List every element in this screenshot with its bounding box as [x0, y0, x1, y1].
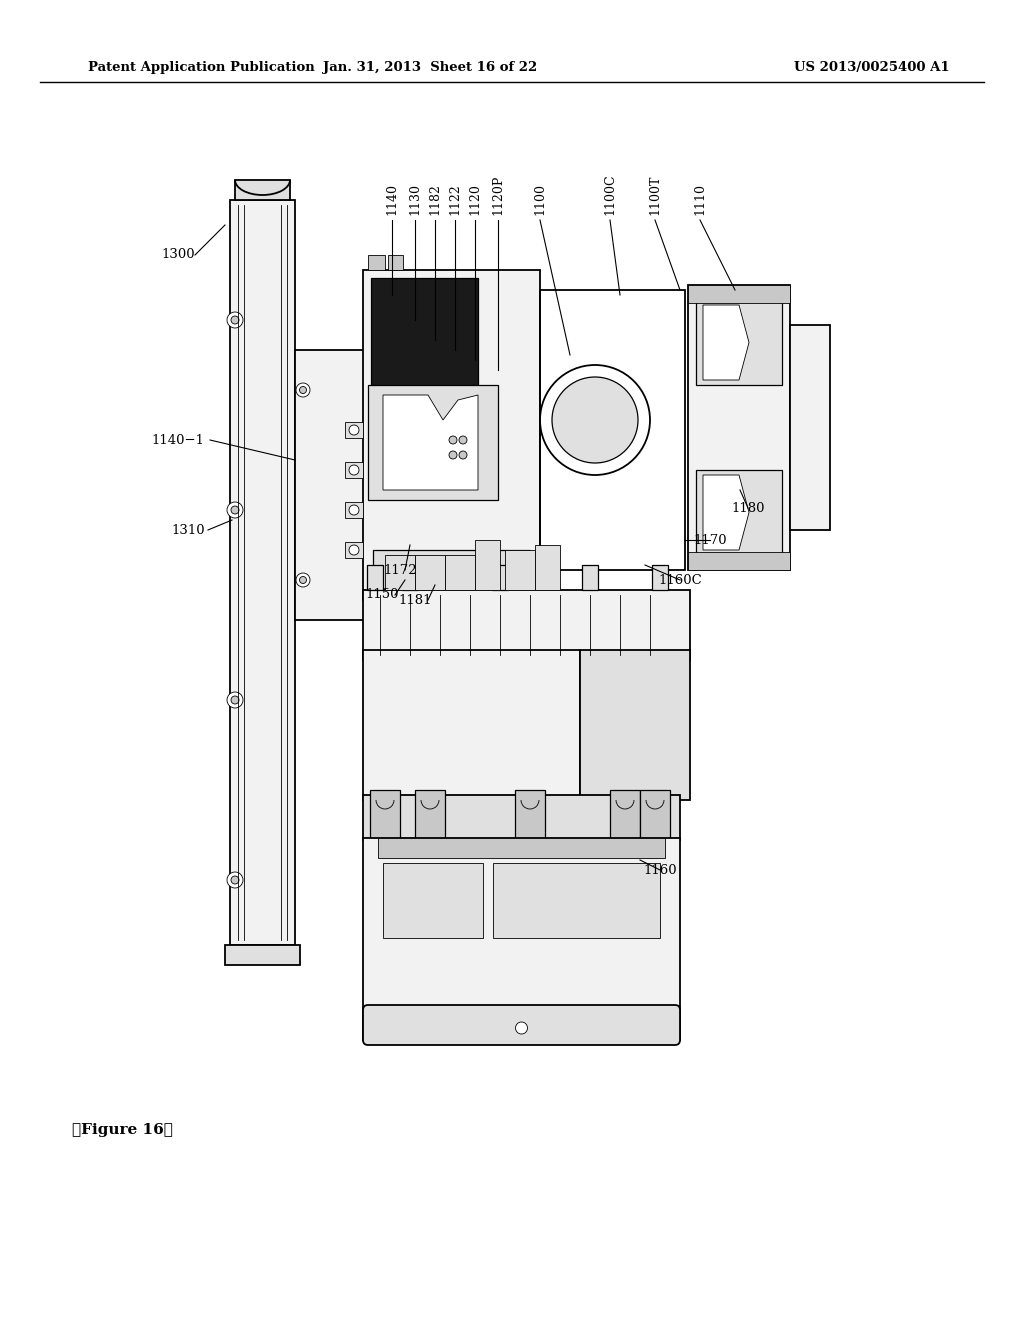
Bar: [535, 545, 560, 590]
Text: 1150: 1150: [366, 589, 398, 602]
Bar: [370, 789, 400, 845]
Bar: [610, 789, 640, 845]
Bar: [790, 325, 830, 531]
Text: 1140−1: 1140−1: [152, 433, 205, 446]
Circle shape: [349, 465, 359, 475]
Bar: [415, 789, 445, 845]
Text: 1182: 1182: [428, 183, 441, 215]
FancyBboxPatch shape: [362, 1005, 680, 1045]
Text: 1160C: 1160C: [658, 573, 701, 586]
Bar: [582, 565, 598, 590]
Bar: [493, 863, 660, 939]
Bar: [696, 470, 782, 554]
Polygon shape: [703, 475, 749, 550]
Bar: [540, 290, 685, 570]
Circle shape: [231, 696, 239, 704]
Text: 1120P: 1120P: [492, 174, 505, 215]
Circle shape: [540, 366, 650, 475]
Bar: [371, 279, 478, 389]
Bar: [492, 565, 508, 590]
Bar: [515, 789, 545, 845]
Bar: [368, 255, 385, 271]
Bar: [505, 550, 535, 590]
Bar: [688, 285, 790, 570]
Text: 1160: 1160: [643, 863, 677, 876]
Circle shape: [349, 506, 359, 515]
Circle shape: [231, 506, 239, 513]
Text: 1100: 1100: [534, 183, 547, 215]
Text: 1310: 1310: [171, 524, 205, 536]
Bar: [688, 552, 790, 570]
Circle shape: [299, 577, 306, 583]
Circle shape: [296, 383, 310, 397]
Bar: [445, 554, 475, 590]
Text: 1110: 1110: [693, 183, 707, 215]
Bar: [640, 789, 670, 845]
Text: 「Figure 16」: 「Figure 16」: [72, 1123, 173, 1137]
Text: 1172: 1172: [383, 564, 417, 577]
Bar: [580, 649, 690, 800]
Polygon shape: [703, 305, 749, 380]
Text: 1300: 1300: [161, 248, 195, 261]
Bar: [362, 590, 690, 660]
Bar: [378, 838, 665, 858]
Text: Jan. 31, 2013  Sheet 16 of 22: Jan. 31, 2013 Sheet 16 of 22: [323, 62, 538, 74]
Polygon shape: [383, 395, 478, 490]
Bar: [362, 649, 580, 800]
Circle shape: [227, 692, 243, 708]
Bar: [388, 255, 403, 271]
Circle shape: [227, 873, 243, 888]
Circle shape: [515, 1022, 527, 1034]
Text: 1122: 1122: [449, 183, 462, 215]
Circle shape: [449, 436, 457, 444]
Text: 1140: 1140: [385, 183, 398, 215]
Bar: [362, 795, 680, 840]
Bar: [234, 180, 290, 201]
Bar: [385, 554, 415, 590]
Bar: [402, 565, 418, 590]
Bar: [696, 300, 782, 385]
Bar: [652, 565, 668, 590]
Bar: [345, 543, 362, 558]
Circle shape: [349, 425, 359, 436]
Circle shape: [227, 502, 243, 517]
Bar: [373, 550, 530, 595]
Text: 1100C: 1100C: [603, 173, 616, 215]
Bar: [688, 285, 790, 304]
Text: 1120: 1120: [469, 183, 481, 215]
Circle shape: [459, 436, 467, 444]
Circle shape: [227, 312, 243, 327]
Circle shape: [459, 451, 467, 459]
Bar: [225, 945, 300, 965]
Text: 1181: 1181: [398, 594, 432, 606]
Text: US 2013/0025400 A1: US 2013/0025400 A1: [795, 62, 950, 74]
Bar: [368, 385, 498, 500]
Circle shape: [231, 315, 239, 323]
Bar: [345, 462, 362, 478]
Bar: [345, 422, 362, 438]
Circle shape: [349, 545, 359, 554]
Bar: [362, 838, 680, 1040]
Bar: [383, 863, 483, 939]
Bar: [295, 350, 365, 620]
Text: Patent Application Publication: Patent Application Publication: [88, 62, 314, 74]
Bar: [367, 565, 383, 590]
Bar: [415, 554, 445, 590]
Text: 1130: 1130: [409, 183, 422, 215]
Bar: [230, 201, 295, 945]
Text: 1180: 1180: [731, 502, 765, 515]
Circle shape: [296, 573, 310, 587]
Circle shape: [231, 876, 239, 884]
Text: 1100T: 1100T: [648, 174, 662, 215]
Bar: [362, 271, 540, 601]
Circle shape: [552, 378, 638, 463]
Circle shape: [449, 451, 457, 459]
Circle shape: [299, 387, 306, 393]
Text: 1170: 1170: [693, 533, 727, 546]
Bar: [345, 502, 362, 517]
Bar: [475, 540, 500, 590]
